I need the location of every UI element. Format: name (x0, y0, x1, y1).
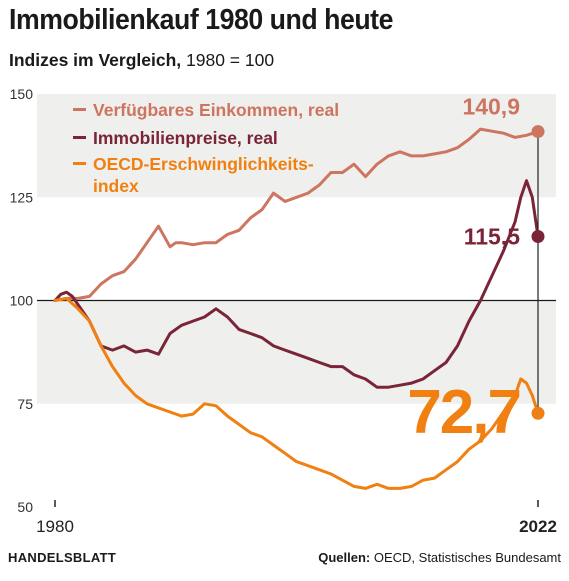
footer-brand: HANDELSBLATT (8, 550, 117, 565)
series-line (53, 179, 540, 389)
end-point (531, 125, 545, 139)
chart-subtitle: Indizes im Vergleich, 1980 = 100 (9, 50, 274, 71)
legend-swatch (73, 107, 86, 111)
end-point (531, 229, 545, 243)
series-line (53, 296, 540, 490)
end-label-prices: 115,5 (464, 223, 520, 249)
band-125-150 (37, 94, 556, 198)
end-label-income: 140,9 (462, 94, 520, 120)
series-lines (53, 127, 540, 490)
end-markers (531, 125, 545, 420)
x-tick-label: 1980 (36, 517, 74, 536)
subtitle-bold: Indizes im Vergleich, (9, 50, 182, 70)
source-text: OECD, Statistisches Bundesamt (370, 550, 561, 565)
chart-title: Immobilienkauf 1980 und heute (9, 4, 393, 36)
legend-item: OECD-Erschwinglichkeits-index (73, 153, 314, 197)
legend-item: Verfügbares Einkommen, real (73, 99, 339, 121)
subtitle-rest: 1980 = 100 (181, 50, 275, 70)
legend-label: Verfügbares Einkommen, real (93, 100, 340, 120)
y-tick-label: 150 (10, 86, 34, 102)
legend-label: Immobilienpreise, real (93, 128, 278, 148)
x-tick-label: 2022 (519, 517, 557, 536)
y-tick-label: 100 (10, 293, 34, 309)
y-tick-label: 75 (17, 396, 33, 412)
end-labels: 140,9 115,5 72,7 (407, 94, 522, 448)
series-line (53, 127, 540, 302)
end-label-oecd: 72,7 (407, 378, 520, 447)
y-tick-label: 125 (10, 189, 34, 205)
end-point (531, 406, 545, 420)
footer-source: Quellen: OECD, Statistisches Bundesamt (318, 550, 561, 565)
legend-swatch (73, 161, 86, 165)
x-axis: 1980 2022 (36, 500, 557, 536)
y-tick-label: 50 (17, 499, 33, 515)
source-label: Quellen: (318, 550, 371, 565)
legend-swatch (73, 135, 86, 139)
legend-item: Immobilienpreise, real (73, 127, 278, 149)
y-axis: 50 75 100 125 150 (10, 86, 556, 515)
legend-label: OECD-Erschwinglichkeits-index (93, 154, 314, 196)
